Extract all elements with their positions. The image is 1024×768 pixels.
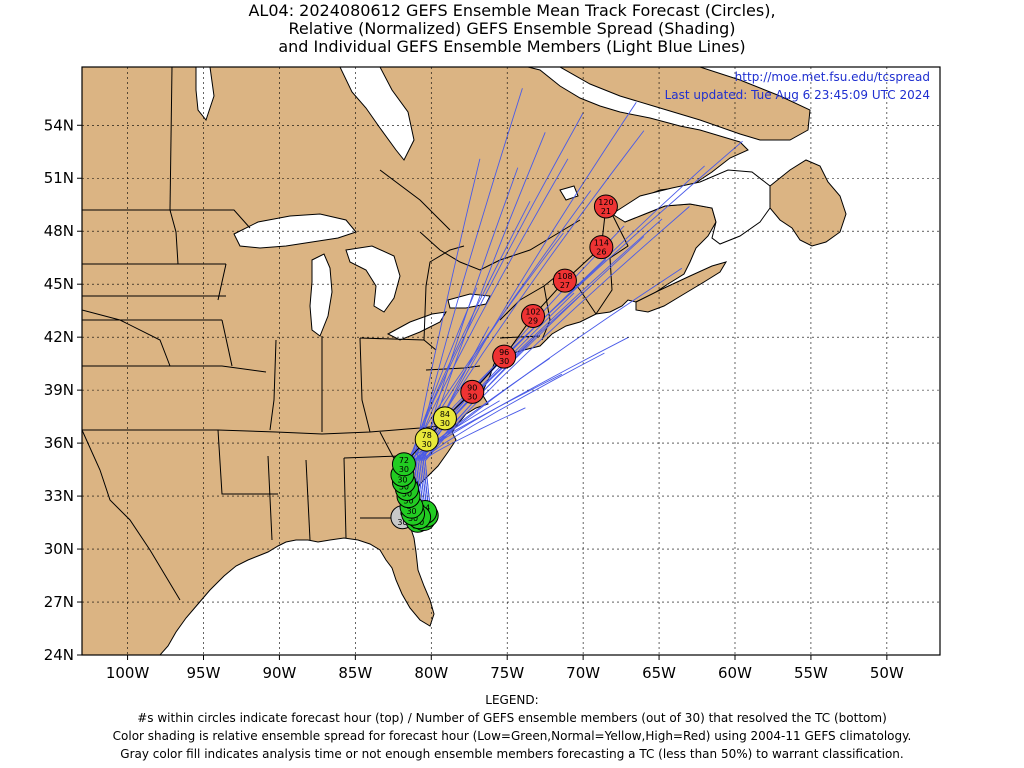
forecast-hour-label: 78 [422, 431, 432, 440]
mean-track-circle [391, 452, 416, 477]
legend-heading: LEGEND: [485, 693, 539, 707]
x-axis: 100W 95W 90W 85W 80W 75W 70W 65W 60W 55W 50W [106, 655, 904, 682]
mean-track-circle [414, 427, 439, 452]
member-count-label: 30 [406, 507, 416, 516]
ensemble-member-track [419, 352, 605, 518]
y-axis: 54N 51N 48N 45N 42N 39N 36N 33N 30N 27N 24N [44, 116, 82, 664]
lake-superior [233, 213, 357, 249]
forecast-hour-label: 96 [499, 348, 509, 357]
y-tick-label: 54N [44, 116, 74, 134]
member-count-label: 30 [403, 497, 413, 506]
mean-track-circle [460, 379, 485, 404]
member-count-label: 30 [467, 392, 477, 401]
y-tick-label: 42N [44, 328, 74, 346]
x-tick-label: 50W [870, 664, 904, 682]
title-line-3: and Individual GEFS Ensemble Members (Li… [278, 37, 746, 56]
mean-track-circle [432, 406, 457, 431]
legend-line-3: Gray color fill indicates analysis time … [120, 747, 904, 761]
ensemble-member-track [415, 285, 592, 518]
ensemble-member-track [421, 407, 526, 518]
forecast-hour-label: 120 [598, 198, 613, 207]
member-count-label: 30 [422, 440, 432, 449]
member-count-label: 30 [440, 419, 450, 428]
james-bay [339, 67, 415, 161]
x-tick-label: 95W [187, 664, 221, 682]
x-tick-label: 65W [642, 664, 676, 682]
title-line-1: AL04: 2024080612 GEFS Ensemble Mean Trac… [248, 1, 776, 20]
land-nova-scotia [635, 261, 728, 313]
member-count-label: 30 [499, 357, 509, 366]
lake-st-john [559, 185, 579, 201]
forecast-hour-label: 72 [399, 456, 409, 465]
y-tick-label: 24N [44, 646, 74, 664]
credit-url: http://moe.met.fsu.edu/tcspread [735, 70, 930, 84]
mean-track-circle [492, 344, 517, 369]
y-tick-label: 51N [44, 169, 74, 187]
y-tick-label: 30N [44, 540, 74, 558]
x-tick-label: 85W [338, 664, 372, 682]
mean-track-circle [593, 194, 618, 219]
forecast-hour-label: 114 [594, 239, 609, 248]
lake-michigan [309, 253, 333, 337]
x-tick-label: 100W [106, 664, 150, 682]
member-count-label: 30 [399, 482, 409, 491]
member-count-label: 30 [408, 514, 418, 523]
x-tick-label: 70W [566, 664, 600, 682]
forecast-hour-label: 102 [525, 307, 540, 316]
x-tick-label: 75W [490, 664, 524, 682]
lake-huron [345, 245, 401, 313]
member-count-label: 30 [397, 518, 407, 527]
credit-updated: Last updated: Tue Aug 6 23:45:09 UTC 202… [665, 88, 930, 102]
y-tick-label: 45N [44, 275, 74, 293]
y-tick-label: 27N [44, 593, 74, 611]
mean-track-circles: 0306301230183024303030363042304830543060… [390, 194, 618, 533]
map-frame [81, 66, 941, 656]
member-count-label: 29 [528, 316, 538, 325]
member-count-label: 30 [399, 465, 409, 474]
x-tick-label: 80W [414, 664, 448, 682]
y-tick-label: 33N [44, 487, 74, 505]
forecast-hour-label: 84 [440, 410, 450, 419]
forecast-hour-label: 90 [467, 383, 477, 392]
member-count-label: 30 [397, 475, 407, 484]
member-count-label: 30 [402, 490, 412, 499]
land-labrador [558, 67, 811, 141]
legend-line-2: Color shading is relative ensemble sprea… [112, 729, 912, 743]
y-tick-label: 36N [44, 434, 74, 452]
member-count-label: 26 [596, 248, 606, 257]
mean-track-circle [552, 268, 577, 293]
title-line-2: Relative (Normalized) GEFS Ensemble Spre… [288, 19, 736, 38]
member-count-label: 21 [601, 207, 611, 216]
member-count-label: 27 [560, 281, 570, 290]
forecast-hour-label: 108 [557, 272, 572, 281]
y-tick-label: 39N [44, 381, 74, 399]
mean-track-circle [589, 235, 614, 260]
gulf-of-st-lawrence [611, 169, 771, 245]
x-tick-label: 90W [262, 664, 296, 682]
legend-line-1: #s within circles indicate forecast hour… [137, 711, 887, 725]
ensemble-member-track [417, 267, 683, 518]
y-tick-label: 48N [44, 222, 74, 240]
x-tick-label: 60W [718, 664, 752, 682]
mean-track-circle [521, 303, 546, 328]
lake-winnipeg [195, 67, 215, 122]
x-tick-label: 55W [794, 664, 828, 682]
